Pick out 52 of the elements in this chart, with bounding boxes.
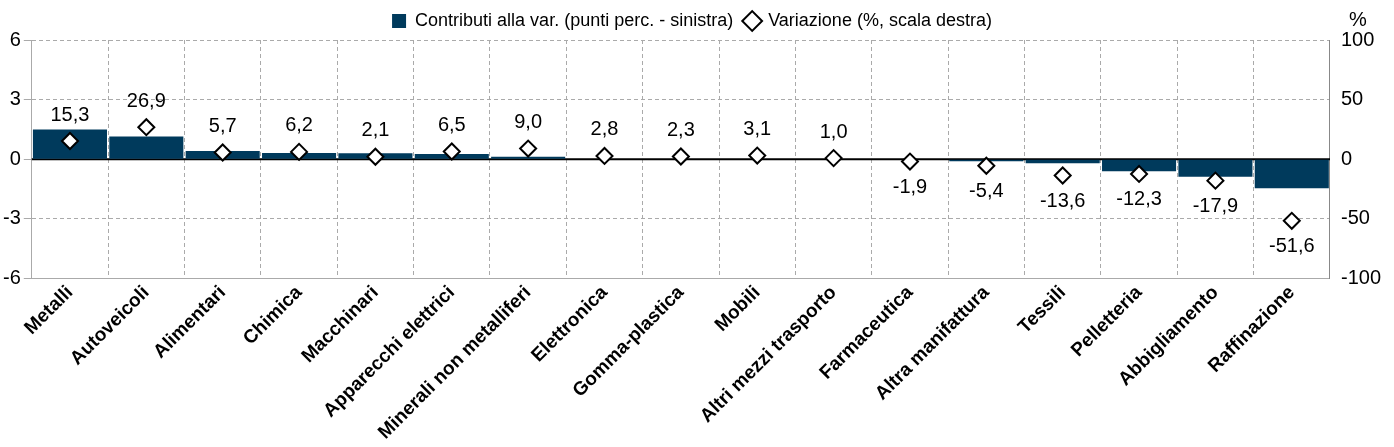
data-label: 6,5 [437, 113, 466, 136]
bar [1254, 159, 1329, 189]
data-label: 1,0 [819, 119, 848, 142]
point [1282, 211, 1301, 230]
point [290, 142, 309, 161]
y-tick-label: 6 [9, 27, 21, 50]
point [1130, 164, 1149, 183]
data-label: 6,2 [285, 113, 313, 136]
bar [32, 129, 107, 159]
point [977, 156, 996, 175]
data-label: 15,3 [50, 102, 90, 125]
bar [109, 136, 184, 159]
data-label: -17,9 [1192, 194, 1239, 217]
y2-tick-label: -50 [1340, 206, 1370, 229]
point [595, 146, 614, 165]
point [748, 146, 767, 165]
y-tick-label: -3 [2, 206, 21, 229]
data-label: 26,9 [126, 88, 166, 111]
y-tick-label: 3 [9, 87, 21, 110]
data-label: -12,3 [1116, 187, 1162, 210]
y2-tick-label: -100 [1340, 266, 1381, 289]
data-label: -5,4 [969, 179, 1004, 202]
point [213, 143, 232, 162]
legend-label: Contributi alla var. (punti perc. - sinistra) [415, 9, 734, 30]
point [1206, 171, 1225, 190]
y2-tick-label: 50 [1340, 87, 1364, 110]
y-tick-label: 0 [9, 146, 21, 169]
point [1053, 166, 1072, 185]
y2-axis-title: % [1349, 7, 1368, 30]
bar [1178, 159, 1253, 177]
point [900, 152, 919, 171]
data-label: -13,6 [1039, 189, 1086, 212]
data-label: 5,7 [208, 113, 237, 136]
y-tick-label: -6 [2, 266, 21, 289]
data-label: 9,0 [514, 110, 543, 133]
point [366, 147, 385, 166]
point [671, 147, 690, 166]
legend-label: Variazione (%, scala destra) [768, 9, 992, 30]
data-label: -1,9 [892, 175, 928, 198]
data-label: 2,1 [361, 118, 390, 141]
point [442, 142, 461, 161]
bar [491, 156, 566, 159]
point [824, 149, 843, 168]
data-label: 3,1 [743, 117, 772, 140]
point [519, 139, 538, 158]
y2-tick-label: 100 [1340, 27, 1375, 50]
data-label: -51,6 [1268, 234, 1315, 257]
data-label: 2,3 [666, 118, 695, 141]
bar [1102, 159, 1177, 172]
data-label: 2,8 [590, 117, 619, 140]
y2-tick-label: 0 [1340, 146, 1353, 169]
point [137, 118, 156, 137]
